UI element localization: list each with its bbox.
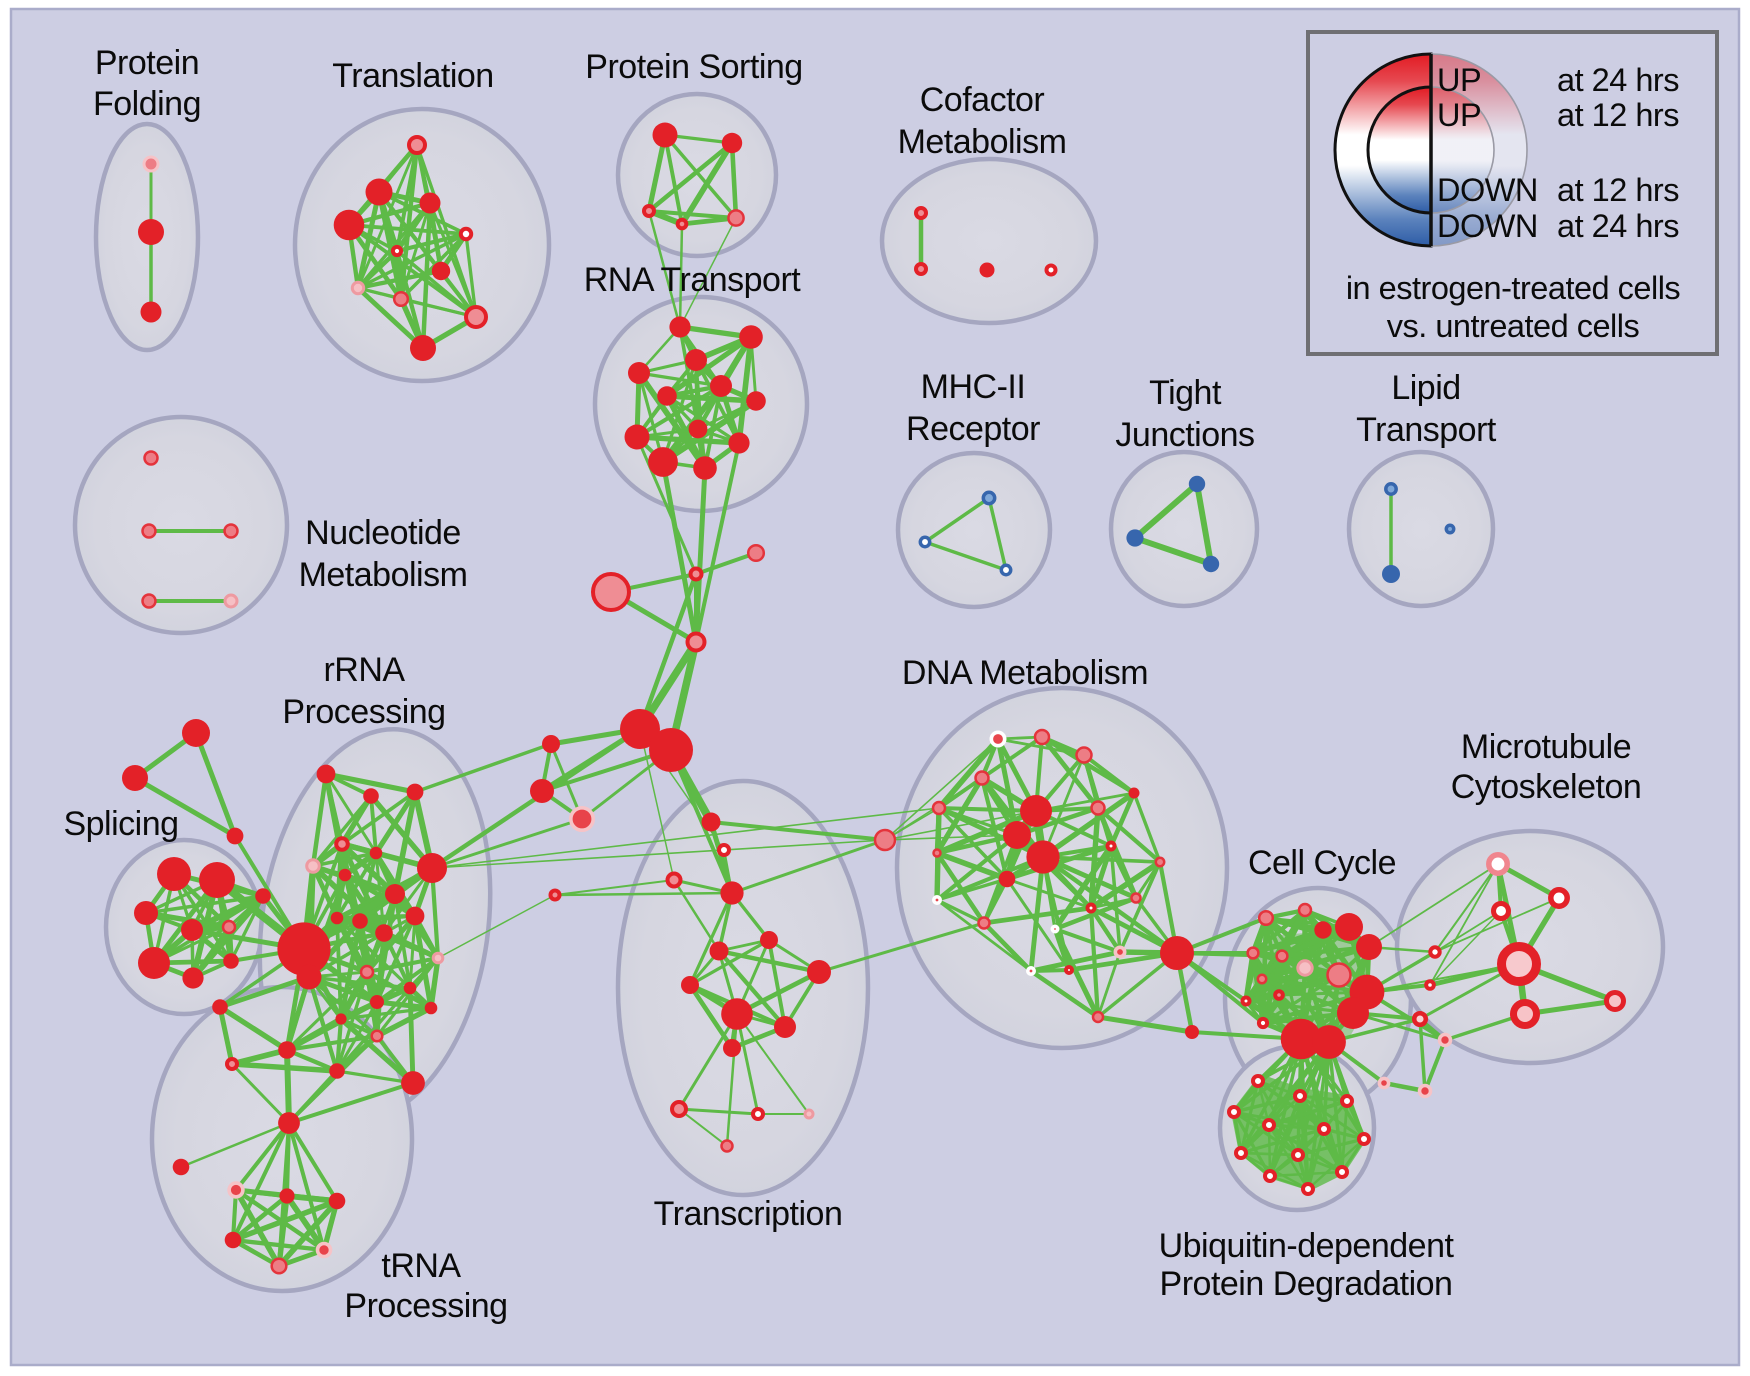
svg-text:Ubiquitin-dependent: Ubiquitin-dependent: [1159, 1227, 1455, 1265]
svg-text:Cytoskeleton: Cytoskeleton: [1451, 768, 1642, 806]
svg-text:at 12 hrs: at 12 hrs: [1557, 172, 1679, 208]
svg-text:Processing: Processing: [344, 1287, 507, 1325]
svg-text:at 24 hrs: at 24 hrs: [1557, 62, 1679, 98]
svg-text:Transport: Transport: [1356, 411, 1497, 449]
svg-text:MHC-II: MHC-II: [921, 368, 1026, 406]
svg-text:RNA Transport: RNA Transport: [584, 261, 802, 299]
svg-text:Translation: Translation: [332, 57, 493, 95]
svg-text:in estrogen-treated cells: in estrogen-treated cells: [1346, 270, 1681, 306]
svg-text:Processing: Processing: [282, 693, 445, 731]
svg-text:Splicing: Splicing: [63, 805, 178, 843]
svg-text:Tight: Tight: [1149, 374, 1222, 412]
svg-text:tRNA: tRNA: [381, 1247, 461, 1285]
svg-text:Lipid: Lipid: [1391, 369, 1460, 407]
svg-text:Receptor: Receptor: [906, 410, 1040, 448]
svg-text:at 12 hrs: at 12 hrs: [1557, 97, 1679, 133]
svg-text:Metabolism: Metabolism: [299, 556, 468, 594]
svg-text:Protein: Protein: [95, 44, 199, 82]
svg-text:DNA Metabolism: DNA Metabolism: [902, 654, 1148, 692]
svg-text:Junctions: Junctions: [1115, 416, 1254, 454]
svg-text:DOWN: DOWN: [1437, 172, 1538, 208]
svg-text:Protein Sorting: Protein Sorting: [585, 48, 802, 86]
svg-text:Cell Cycle: Cell Cycle: [1248, 844, 1396, 882]
svg-text:vs. untreated cells: vs. untreated cells: [1387, 308, 1640, 344]
svg-text:UP: UP: [1437, 62, 1481, 98]
svg-text:Microtubule: Microtubule: [1461, 728, 1631, 766]
svg-text:at 24 hrs: at 24 hrs: [1557, 208, 1679, 244]
svg-text:Nucleotide: Nucleotide: [305, 514, 461, 552]
svg-text:Cofactor: Cofactor: [920, 81, 1045, 119]
svg-text:Metabolism: Metabolism: [898, 123, 1067, 161]
svg-text:UP: UP: [1437, 97, 1481, 133]
svg-text:DOWN: DOWN: [1437, 208, 1538, 244]
svg-text:Folding: Folding: [93, 85, 201, 123]
svg-text:rRNA: rRNA: [323, 651, 405, 689]
svg-text:Protein Degradation: Protein Degradation: [1160, 1265, 1453, 1303]
svg-text:Transcription: Transcription: [654, 1195, 843, 1233]
